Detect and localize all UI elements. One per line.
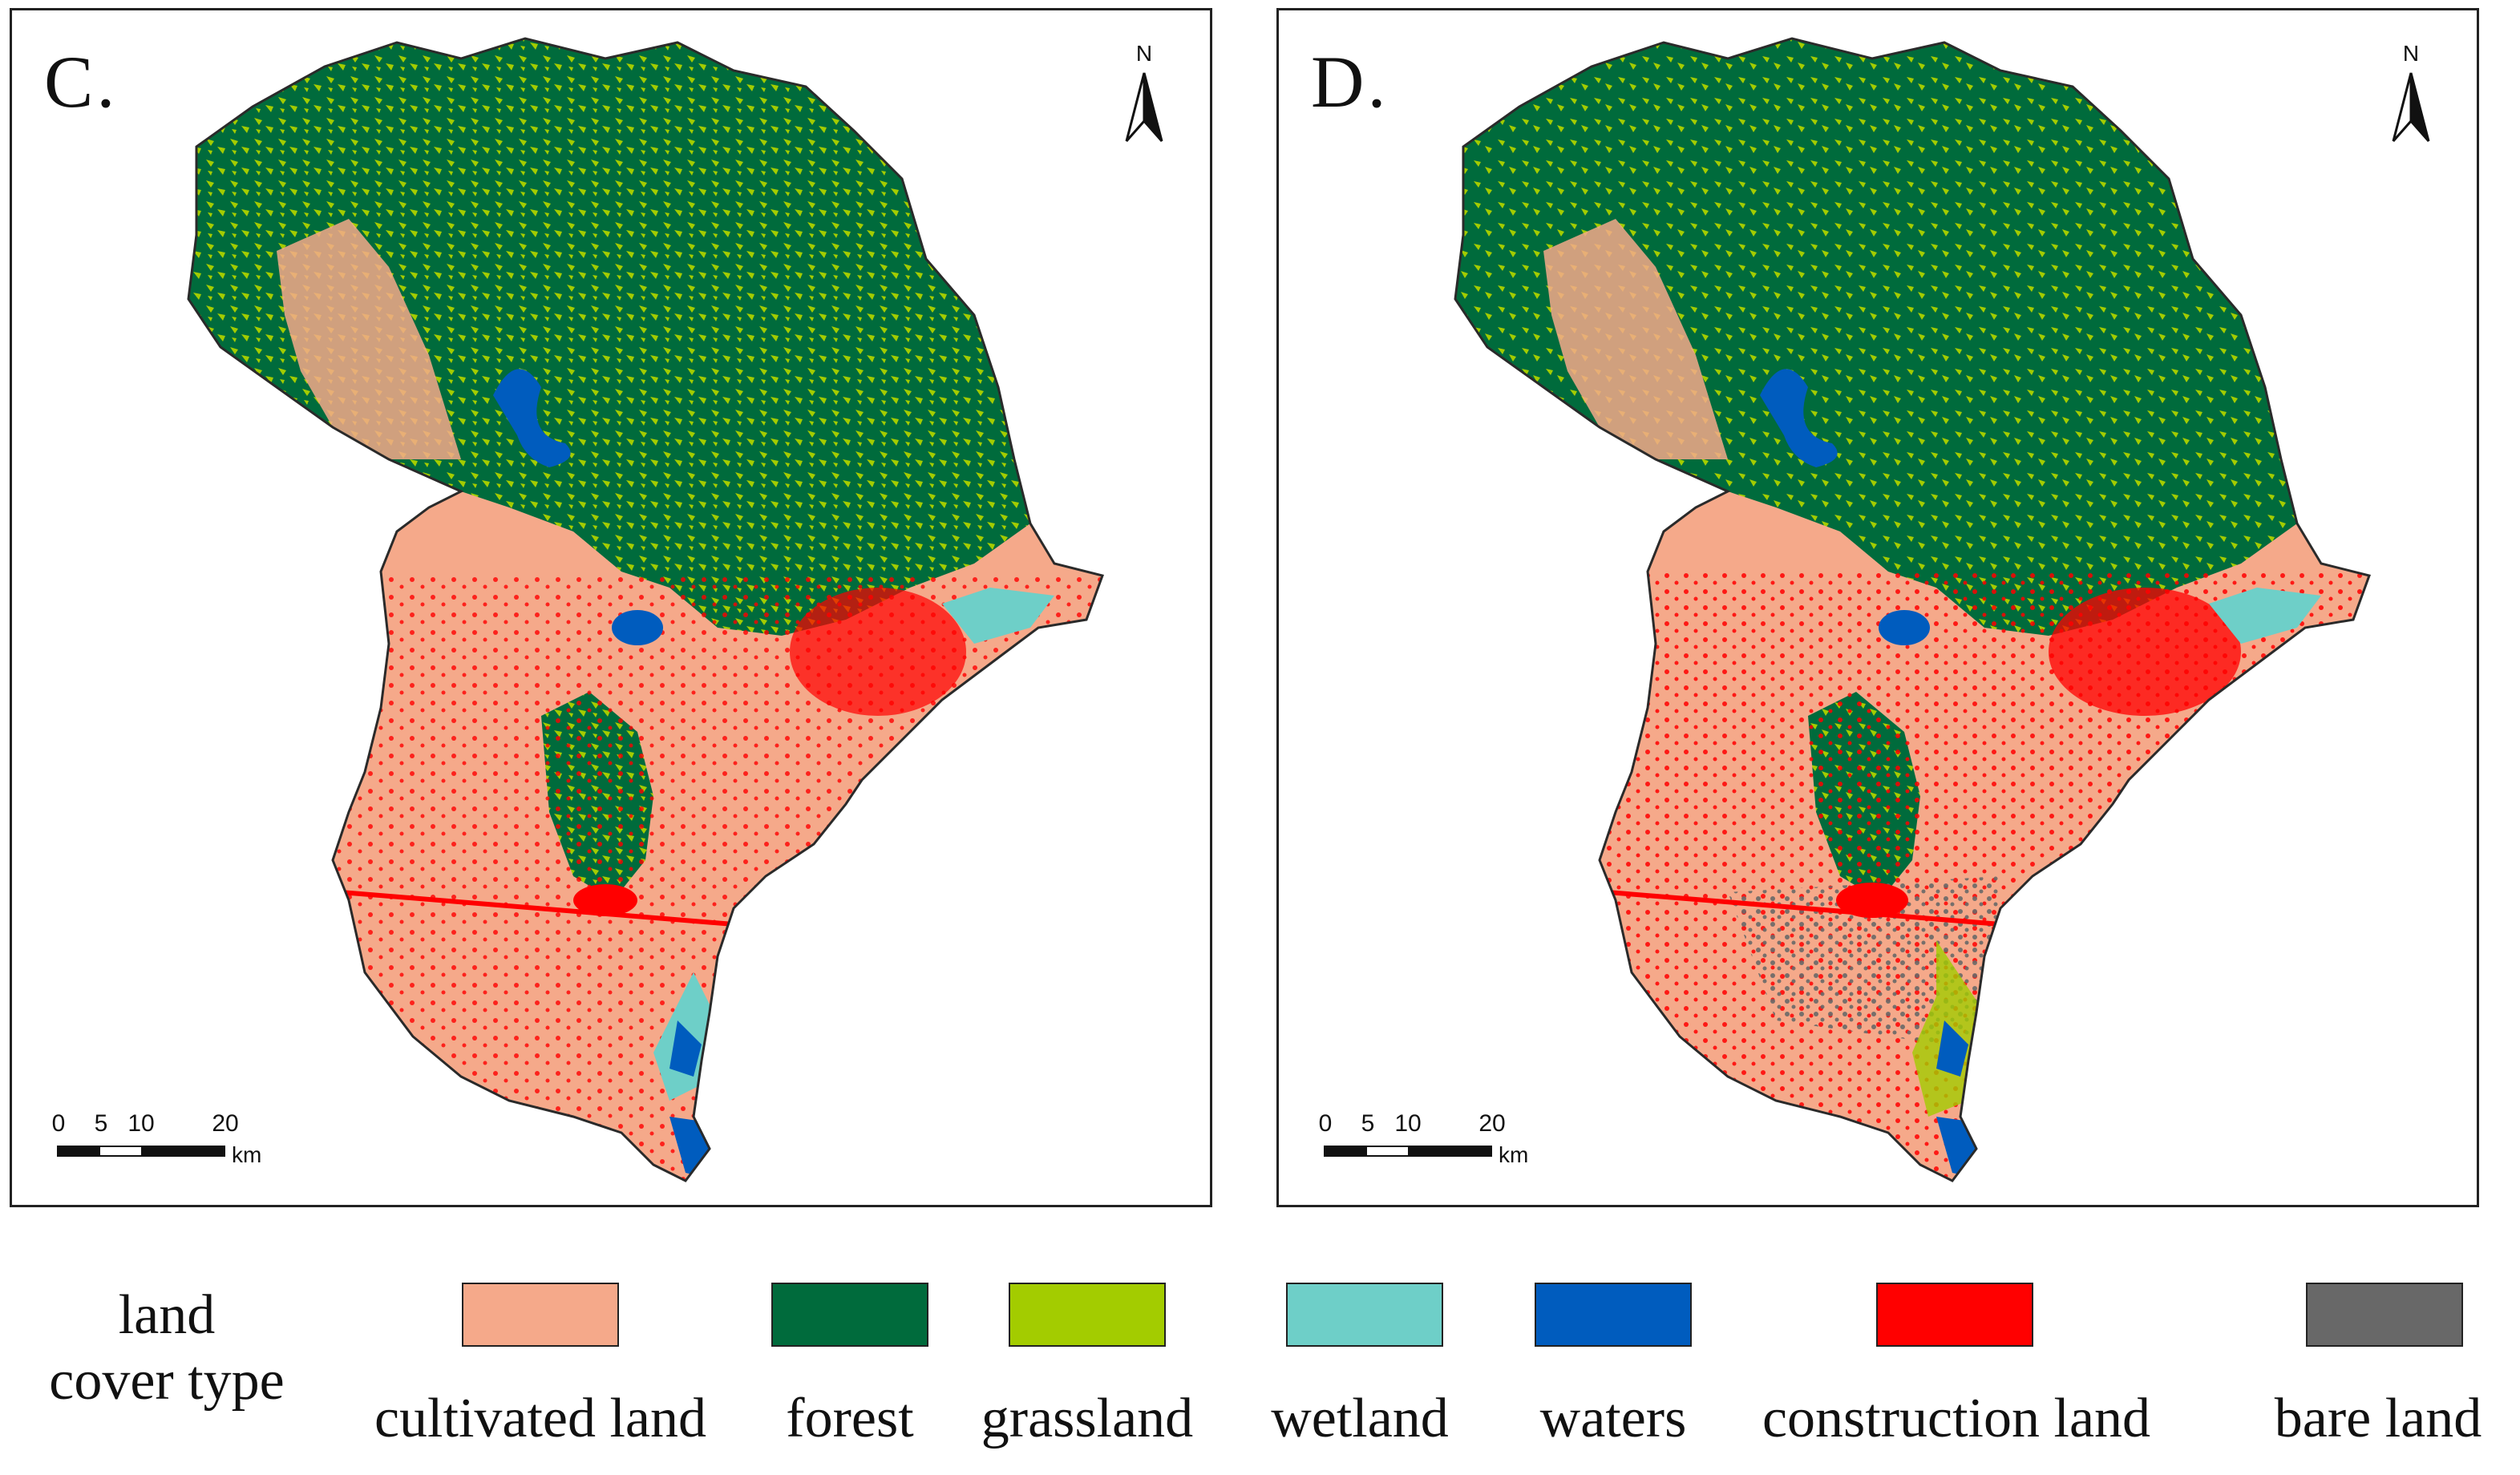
legend-label: grassland	[981, 1388, 1194, 1449]
legend-swatch	[1286, 1283, 1443, 1347]
legend-label: waters	[1539, 1388, 1687, 1449]
legend-title-line: cover type	[49, 1350, 285, 1412]
legend-swatch	[1876, 1283, 2033, 1347]
legend-swatch	[2306, 1283, 2463, 1347]
scale-tick-label: 20	[1478, 1110, 1506, 1137]
legend-label: forest	[786, 1388, 914, 1449]
legend: land cover type	[0, 1235, 2520, 1475]
scale-tick-label: 0	[1318, 1110, 1333, 1137]
panel-label: C.	[44, 41, 119, 123]
legend-swatch	[1009, 1283, 1166, 1347]
scale-bar: 0 5 10 20 km	[1319, 1110, 1564, 1174]
legend-swatch	[462, 1283, 619, 1347]
legend-title-line: land	[118, 1284, 216, 1346]
map-panel-d: D. N 0 5 10 20 km	[1276, 8, 2479, 1207]
scale-tick-label: 10	[127, 1110, 155, 1137]
legend-label: wetland	[1271, 1388, 1449, 1449]
panel-label: D.	[1311, 41, 1389, 123]
scale-unit: km	[1499, 1142, 1529, 1167]
scale-bar-graphic	[1324, 1146, 1492, 1157]
legend-swatch	[771, 1283, 928, 1347]
scale-tick-label: 5	[94, 1110, 108, 1137]
scale-tick-label: 5	[1361, 1110, 1375, 1137]
scale-tick-label: 20	[212, 1110, 239, 1137]
legend-swatch	[1535, 1283, 1692, 1347]
north-arrow-icon: N	[1120, 41, 1168, 145]
legend-label: construction land	[1762, 1388, 2151, 1449]
land-cover-map-d	[1454, 37, 2371, 1182]
scale-tick-label: 10	[1394, 1110, 1422, 1137]
map-panel-c: C. N 0 5 10 20 km	[10, 8, 1212, 1207]
scale-bar: 0 5 10 20 km	[52, 1110, 297, 1174]
legend-title: land cover type	[22, 1283, 311, 1414]
legend-label: bare land	[2274, 1388, 2482, 1449]
north-label: N	[2402, 41, 2420, 66]
legend-label: cultivated land	[374, 1388, 707, 1449]
north-label: N	[1135, 41, 1153, 66]
scale-tick-label: 0	[51, 1110, 66, 1137]
land-cover-map-c	[187, 37, 1104, 1182]
north-arrow-icon: N	[2387, 41, 2435, 145]
scale-unit: km	[232, 1142, 262, 1167]
scale-bar-graphic	[57, 1146, 225, 1157]
